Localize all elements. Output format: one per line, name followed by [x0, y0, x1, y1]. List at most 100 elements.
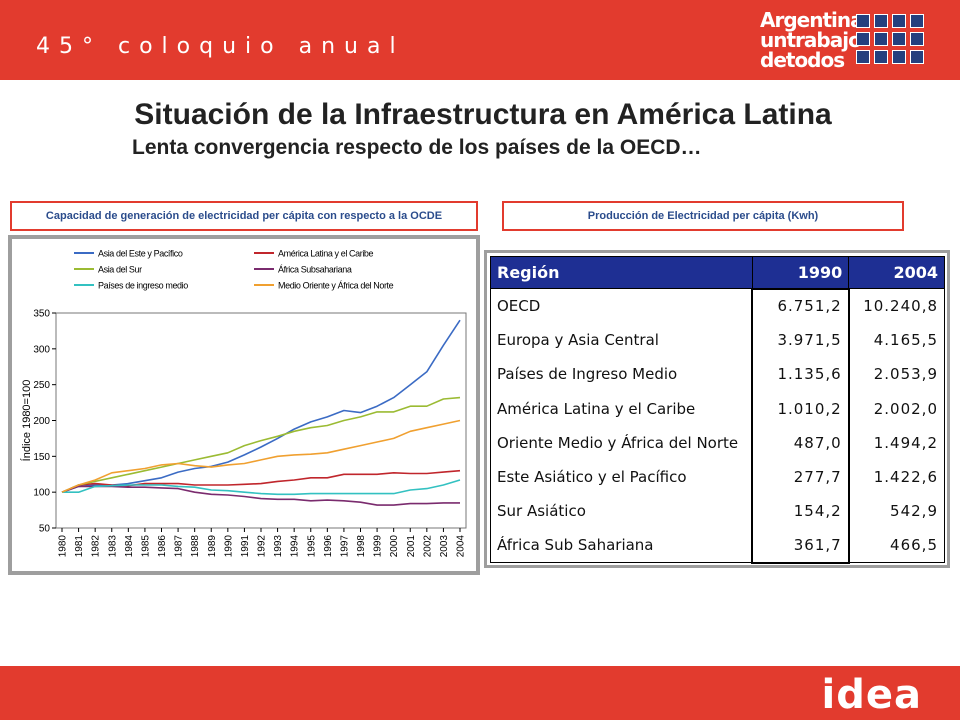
- row-1990: 1.010,2: [751, 391, 850, 426]
- row-2004: 2.002,0: [848, 391, 945, 426]
- header-bar: 45° coloquio anual Argentina untrabajo d…: [0, 0, 960, 80]
- row-1990: 3.971,5: [751, 322, 850, 358]
- row-1990: 1.135,6: [751, 357, 850, 392]
- logo-text: Argentina untrabajo detodos: [760, 8, 864, 72]
- logo-line-1: Argentina: [760, 8, 864, 32]
- y-tick-label: 100: [33, 488, 50, 499]
- tractor-icon: [856, 50, 870, 64]
- row-region: Oriente Medio y África del Norte: [490, 425, 753, 460]
- x-tick-label: 2003: [439, 535, 450, 558]
- legend-label-1: América Latina y el Caribe: [278, 249, 374, 259]
- x-tick-label: 1990: [223, 535, 234, 558]
- row-2004: 4.165,5: [848, 322, 945, 358]
- logo-icon-grid: [856, 14, 924, 64]
- table-row: América Latina y el Caribe 1.010,2 2.002,0: [490, 391, 945, 426]
- table-row: Europa y Asia Central 3.971,5 4.165,5: [490, 322, 945, 358]
- health-icon: [874, 50, 888, 64]
- argentina-logo: Argentina untrabajo detodos: [760, 10, 950, 72]
- x-tick-label: 1992: [257, 535, 268, 558]
- plot-area: [55, 312, 467, 529]
- header-2004: 2004: [848, 256, 945, 289]
- row-1990: 154,2: [751, 494, 850, 529]
- y-tick-label: 150: [33, 452, 50, 463]
- x-tick-label: 2002: [422, 535, 433, 558]
- logo-line-2: untrabajo: [760, 28, 862, 52]
- factory-icon: [874, 14, 888, 28]
- x-tick-label: 1997: [339, 535, 350, 558]
- row-2004: 1.422,6: [848, 459, 945, 495]
- x-tick-label: 1981: [74, 535, 85, 558]
- chart-label-box: Capacidad de generación de electricidad …: [10, 201, 478, 231]
- table-label-box: Producción de Electricidad per cápita (K…: [502, 201, 904, 231]
- x-tick-label: 2001: [406, 535, 417, 558]
- building-icon: [856, 14, 870, 28]
- legend-label-3: África Subsahariana: [278, 265, 352, 275]
- row-region: Países de Ingreso Medio: [490, 357, 753, 392]
- row-region: Europa y Asia Central: [490, 322, 753, 358]
- tools-icon: [856, 32, 870, 46]
- x-tick-label: 1999: [373, 535, 384, 558]
- legend-label-0: Asia del Este y Pacífico: [98, 249, 183, 259]
- series-line-4: [62, 479, 461, 496]
- x-tick-label: 1982: [91, 535, 102, 558]
- road-icon: [892, 32, 906, 46]
- legend-label-2: Asia del Sur: [98, 265, 142, 275]
- table-header-row: Región 1990 2004: [490, 256, 945, 289]
- mail-icon: [910, 32, 924, 46]
- x-tick-label: 1988: [190, 535, 201, 558]
- x-tick-label: 1998: [356, 535, 367, 558]
- row-1990: 361,7: [751, 528, 850, 564]
- y-tick-label: 200: [33, 416, 50, 427]
- footer-bar: idea: [0, 666, 960, 720]
- y-tick-label: 50: [39, 524, 51, 535]
- legend-label-4: Países de ingreso medio: [98, 281, 188, 291]
- grid-icon: [892, 50, 906, 64]
- x-tick-label: 1986: [157, 535, 168, 558]
- x-tick-label: 1983: [107, 535, 118, 558]
- anchor-icon: [892, 14, 906, 28]
- church-icon: [910, 50, 924, 64]
- line-chart: 50 100 150 200 250 300 350 Índice 1980=100 1980 1…: [20, 249, 467, 558]
- table-row: Sur Asiático 154,2 542,9: [490, 494, 945, 529]
- row-region: América Latina y el Caribe: [490, 391, 753, 426]
- series-line-3: [61, 485, 460, 506]
- row-2004: 2.053,9: [848, 357, 945, 392]
- table-row: Países de Ingreso Medio 1.135,6 2.053,9: [490, 357, 945, 392]
- series-line-2: [61, 396, 461, 493]
- electricity-table-frame: Región 1990 2004 OECD 6.751,2 10.240,8 Euro…: [484, 250, 950, 568]
- x-tick-label: 1980: [58, 535, 69, 558]
- x-tick-label: 1996: [323, 535, 334, 558]
- x-tick-label: 1989: [207, 535, 218, 558]
- row-2004: 1.494,2: [848, 425, 945, 460]
- x-tick-label: 1991: [240, 535, 251, 558]
- row-2004: 10.240,8: [848, 288, 945, 323]
- x-tick-label: 1994: [290, 535, 301, 558]
- row-region: Sur Asiático: [490, 494, 753, 529]
- y-tick-label: 350: [33, 309, 50, 320]
- tagline: 45° coloquio anual: [36, 34, 405, 59]
- row-1990: 487,0: [751, 425, 850, 460]
- line-chart-frame: 50 100 150 200 250 300 350 Índice 1980=100 1980 1…: [8, 235, 480, 575]
- row-region: Este Asiático y el Pacífico: [490, 459, 753, 495]
- row-1990: 6.751,2: [751, 287, 850, 323]
- x-tick-label: 2004: [456, 535, 467, 558]
- table-row: Oriente Medio y África del Norte 487,0 1.4…: [490, 425, 945, 460]
- row-1990: 277,7: [751, 459, 850, 495]
- x-tick-label: 1985: [140, 535, 151, 558]
- logo-line-3: detodos: [760, 48, 845, 72]
- row-region: OECD: [490, 288, 753, 323]
- series-line-5: [61, 419, 461, 493]
- people-icon: [910, 14, 924, 28]
- y-axis-label: Índice 1980=100: [20, 380, 33, 462]
- legend-label-5: Medio Oriente y África del Norte: [278, 281, 394, 291]
- percent-icon: [874, 32, 888, 46]
- row-2004: 466,5: [848, 528, 945, 564]
- page-subtitle: Lenta convergencia respecto de los paíse…: [132, 136, 702, 159]
- y-tick-label: 300: [33, 344, 50, 355]
- table-row: África Sub Sahariana 361,7 466,5: [490, 528, 945, 564]
- table-body: OECD 6.751,2 10.240,8 Europa y Asia Central…: [490, 287, 945, 564]
- x-tick-label: 1995: [306, 535, 317, 558]
- x-tick-label: 2000: [389, 535, 400, 558]
- page-title: Situación de la Infraestructura en Améri…: [134, 98, 832, 131]
- row-region: África Sub Sahariana: [490, 528, 753, 564]
